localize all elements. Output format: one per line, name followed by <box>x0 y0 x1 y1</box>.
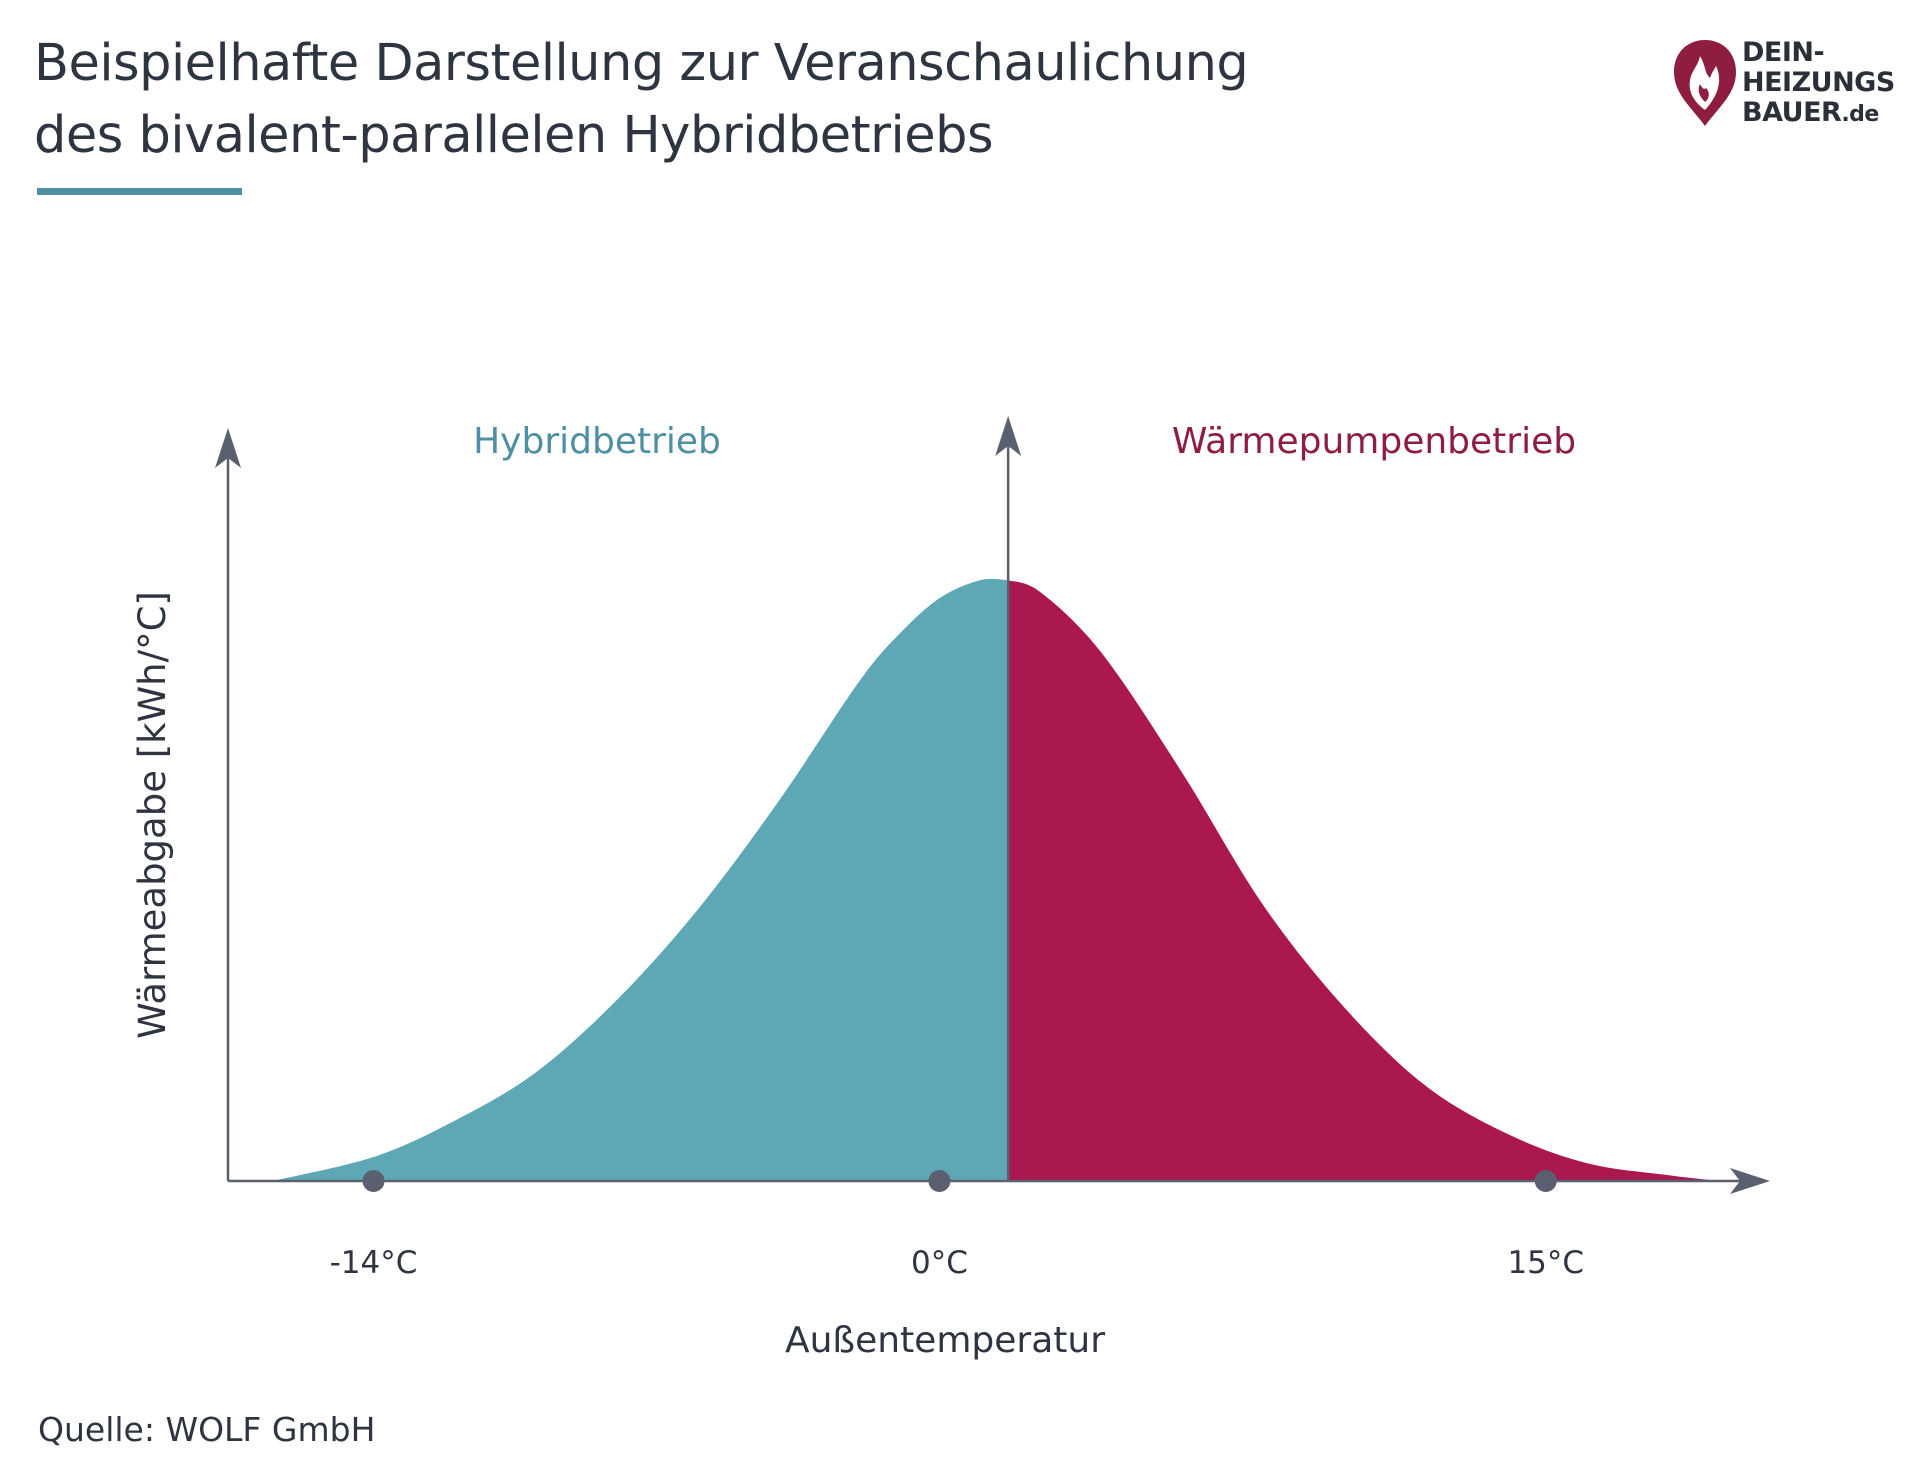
logo-line-1: DEIN- <box>1742 37 1825 68</box>
chart-title: Beispielhafte Darstellung zur Veranschau… <box>34 28 1249 172</box>
region-label-hybridbetrieb: Hybridbetrieb <box>473 421 721 462</box>
marker-point-1 <box>928 1170 951 1192</box>
source-note: Quelle: WOLF GmbH <box>38 1410 376 1449</box>
x-tick-label-2: 15°C <box>1507 1245 1584 1281</box>
logo-line-2: HEIZUNGS <box>1742 67 1895 98</box>
x-tick-label-0: -14°C <box>330 1245 418 1281</box>
title-line-1: Beispielhafte Darstellung zur Veranschau… <box>34 34 1249 93</box>
flame-drop-icon <box>1674 40 1736 126</box>
area-waermepumpenbetrieb <box>1008 580 1720 1181</box>
x-axis-arrow <box>1730 1168 1770 1194</box>
split-axis-arrow <box>995 416 1022 456</box>
area-hybridbetrieb <box>272 578 1009 1181</box>
logo-suffix: .de <box>1841 102 1879 127</box>
brand-logo[interactable]: DEIN- HEIZUNGS BAUER.de <box>1670 36 1900 136</box>
marker-point-2 <box>1534 1170 1557 1192</box>
logo-wordmark: DEIN- HEIZUNGS BAUER.de <box>1742 38 1895 130</box>
y-axis-label: Wärmeabgabe [kWh/°C] <box>131 591 174 1039</box>
x-axis-label: Außentemperatur <box>785 1320 1105 1361</box>
title-underline <box>37 188 242 195</box>
region-label-waermepumpenbetrieb: Wärmepumpenbetrieb <box>1172 421 1576 462</box>
x-tick-label-1: 0°C <box>911 1245 968 1281</box>
marker-point-0 <box>362 1170 385 1192</box>
y-axis-arrow <box>215 428 241 468</box>
title-line-2: des bivalent-parallelen Hybridbetriebs <box>34 106 994 165</box>
logo-line-3: BAUER <box>1742 97 1842 128</box>
chart-svg: -14°C 0°C 15°C Außentemperatur Wärmeabgabe [… <box>131 416 1770 1361</box>
